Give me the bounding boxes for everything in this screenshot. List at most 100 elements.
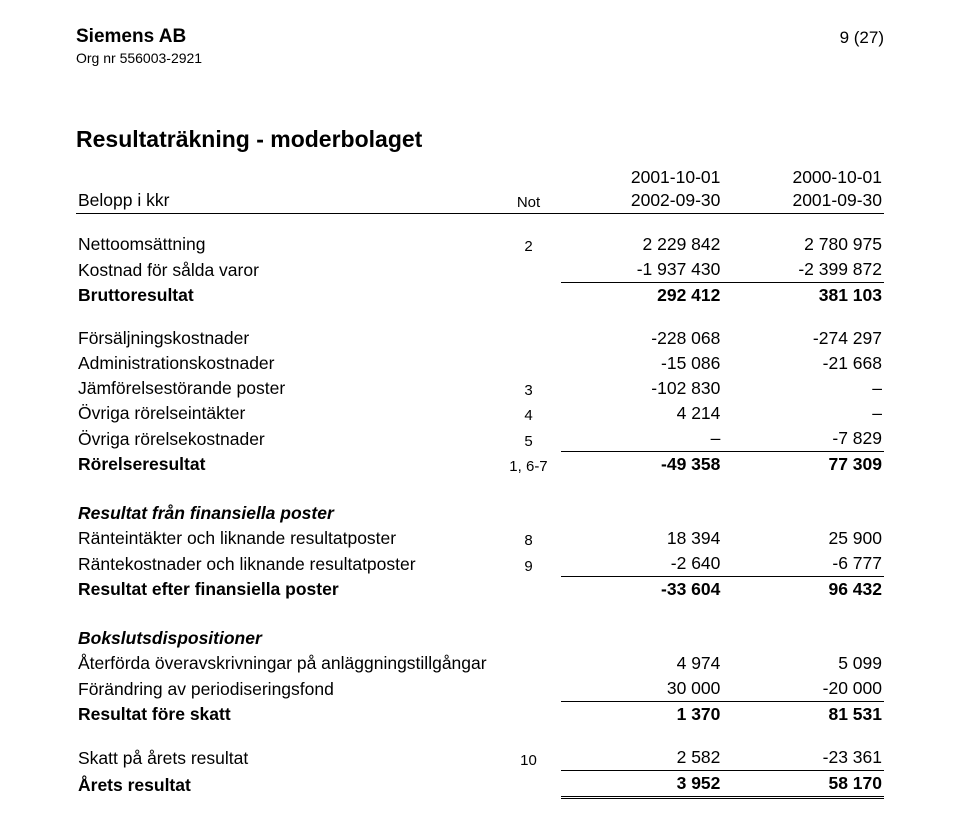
row-value-col1: 3 952	[561, 771, 723, 798]
row-value-col1: –	[561, 426, 723, 452]
row-note	[496, 676, 561, 702]
amounts-in-label: Belopp i kkr	[76, 188, 496, 214]
table-row: Bokslutsdispositioner	[76, 626, 884, 651]
row-value-col1: 292 412	[561, 283, 723, 309]
row-value-col2: 25 900	[722, 526, 884, 551]
period1-end: 2002-09-30	[561, 188, 723, 214]
table-row: Rörelseresultat1, 6-7-49 35877 309	[76, 452, 884, 478]
row-label: Årets resultat	[76, 771, 496, 798]
row-value-col2: –	[722, 376, 884, 401]
row-label: Nettoomsättning	[76, 232, 496, 257]
row-value-col1: -1 937 430	[561, 257, 723, 283]
row-value-col2: 96 432	[722, 577, 884, 603]
row-label: Övriga rörelseintäkter	[76, 401, 496, 426]
row-value-col1: -102 830	[561, 376, 723, 401]
row-value-col2: 5 099	[722, 651, 884, 676]
spacer-row	[76, 477, 884, 501]
row-note	[496, 257, 561, 283]
row-label: Bokslutsdispositioner	[76, 626, 496, 651]
row-label: Räntekostnader och liknande resultatpost…	[76, 551, 496, 577]
row-label: Försäljningskostnader	[76, 326, 496, 351]
row-value-col1: 18 394	[561, 526, 723, 551]
row-label: Återförda överavskrivningar på anläggnin…	[76, 651, 496, 676]
row-value-col2	[722, 501, 884, 526]
row-note	[496, 577, 561, 603]
row-value-col2: 381 103	[722, 283, 884, 309]
row-note: 8	[496, 526, 561, 551]
row-label: Skatt på årets resultat	[76, 745, 496, 771]
row-note: 9	[496, 551, 561, 577]
table-row: Förändring av periodiseringsfond30 000-2…	[76, 676, 884, 702]
period2-end: 2001-09-30	[722, 188, 884, 214]
row-value-col1: -228 068	[561, 326, 723, 351]
report-title: Resultaträkning - moderbolaget	[76, 126, 884, 153]
row-value-col1: -15 086	[561, 351, 723, 376]
row-label: Jämförelsestörande poster	[76, 376, 496, 401]
row-label: Bruttoresultat	[76, 283, 496, 309]
table-row: Resultat före skatt 1 37081 531	[76, 702, 884, 728]
table-row: Årets resultat3 95258 170	[76, 771, 884, 798]
row-value-col1: -2 640	[561, 551, 723, 577]
row-value-col1: -33 604	[561, 577, 723, 603]
period2-start: 2000-10-01	[722, 165, 884, 188]
row-note	[496, 326, 561, 351]
row-label: Administrationskostnader	[76, 351, 496, 376]
row-label: Kostnad för sålda varor	[76, 257, 496, 283]
row-value-col1: 2 229 842	[561, 232, 723, 257]
row-value-col2: 77 309	[722, 452, 884, 478]
table-row: Resultat från finansiella poster	[76, 501, 884, 526]
row-value-col1: 1 370	[561, 702, 723, 728]
row-value-col1: 4 974	[561, 651, 723, 676]
table-row: Jämförelsestörande poster3-102 830–	[76, 376, 884, 401]
row-value-col1	[561, 626, 723, 651]
row-value-col2: -6 777	[722, 551, 884, 577]
row-value-col2	[722, 626, 884, 651]
row-note	[496, 351, 561, 376]
row-value-col2: –	[722, 401, 884, 426]
row-note	[496, 651, 561, 676]
row-note: 4	[496, 401, 561, 426]
row-note	[496, 702, 561, 728]
org-number: Org nr 556003-2921	[76, 50, 202, 66]
company-block: Siemens AB Org nr 556003-2921	[76, 26, 202, 66]
table-row: Bruttoresultat 292 412381 103	[76, 283, 884, 309]
row-value-col2: 2 780 975	[722, 232, 884, 257]
page-header: Siemens AB Org nr 556003-2921 9 (27)	[76, 26, 884, 66]
column-header-row: Belopp i kkr Not 2002-09-30 2001-09-30	[76, 188, 884, 214]
row-value-col2: 81 531	[722, 702, 884, 728]
row-note	[496, 501, 561, 526]
period1-start: 2001-10-01	[561, 165, 723, 188]
row-label: Resultat från finansiella poster	[76, 501, 496, 526]
table-row: Skatt på årets resultat102 582-23 361	[76, 745, 884, 771]
row-note: 1, 6-7	[496, 452, 561, 478]
row-value-col2: -21 668	[722, 351, 884, 376]
row-label: Rörelseresultat	[76, 452, 496, 478]
row-value-col1: 4 214	[561, 401, 723, 426]
row-note: 5	[496, 426, 561, 452]
page-number: 9 (27)	[840, 28, 884, 48]
row-value-col1: -49 358	[561, 452, 723, 478]
row-value-col2: -23 361	[722, 745, 884, 771]
row-note	[496, 771, 561, 798]
table-row: Övriga rörelsekostnader5–-7 829	[76, 426, 884, 452]
row-value-col1: 30 000	[561, 676, 723, 702]
row-note	[496, 626, 561, 651]
row-label: Resultat efter finansiella poster	[76, 577, 496, 603]
row-value-col2: -7 829	[722, 426, 884, 452]
spacer-row	[76, 308, 884, 326]
row-value-col1	[561, 501, 723, 526]
table-row: Försäljningskostnader-228 068-274 297	[76, 326, 884, 351]
row-value-col2: -2 399 872	[722, 257, 884, 283]
row-label: Resultat före skatt	[76, 702, 496, 728]
spacer-row	[76, 602, 884, 626]
row-value-col1: 2 582	[561, 745, 723, 771]
row-note	[496, 283, 561, 309]
row-label: Ränteintäkter och liknande resultatposte…	[76, 526, 496, 551]
table-row: Resultat efter finansiella poster -33 604…	[76, 577, 884, 603]
table-row: Ränteintäkter och liknande resultatposte…	[76, 526, 884, 551]
row-label: Förändring av periodiseringsfond	[76, 676, 496, 702]
table-row: Övriga rörelseintäkter44 214–	[76, 401, 884, 426]
table-row: Administrationskostnader -15 086-21 668	[76, 351, 884, 376]
page: Siemens AB Org nr 556003-2921 9 (27) Res…	[0, 0, 960, 839]
table-row: Nettoomsättning22 229 8422 780 975	[76, 232, 884, 257]
